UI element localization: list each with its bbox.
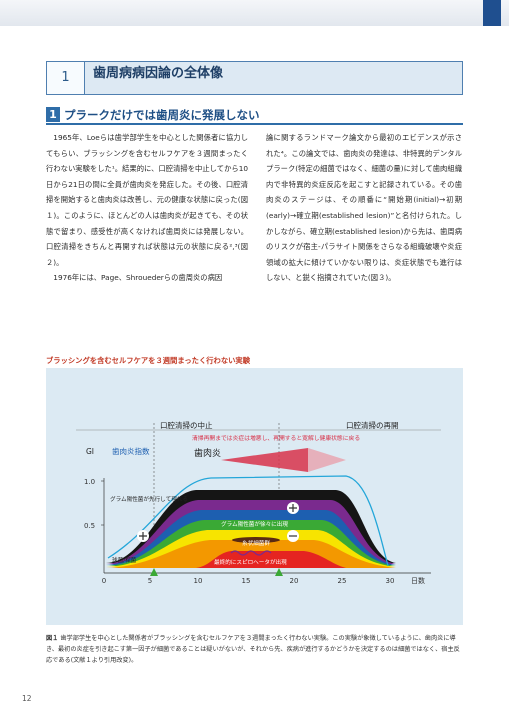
paragraph: 1965年、Loeらは歯学部学生を中心とした関係者に協力してもらい、ブラッシング… bbox=[46, 133, 248, 267]
chapter-number: 1 bbox=[47, 62, 85, 94]
cocci-label: 球菌/桿菌 bbox=[112, 556, 137, 564]
y-tick-1: 1.0 bbox=[84, 478, 95, 486]
filament-label: 糸状細菌群 bbox=[242, 539, 270, 547]
section-heading: 1 プラークだけでは歯周炎に発展しない bbox=[46, 107, 463, 125]
bacteria-bands bbox=[106, 490, 396, 568]
stop-triangle-icon bbox=[150, 568, 158, 576]
figure-heading: ブラッシングを含むセルフケアを３週間まったく行わない実験 bbox=[46, 356, 251, 365]
y-tick-05: 0.5 bbox=[84, 522, 95, 530]
gi-label: GI bbox=[86, 447, 94, 456]
caption-text: 歯学部学生を中心とした関係者がブラッシングを含むセルフケアを３週間まったく行わな… bbox=[46, 635, 460, 665]
note-label: 清掃再開までは炎症は増悪し、再開すると寛解し健康状態に戻る bbox=[192, 434, 360, 442]
band-red bbox=[196, 551, 346, 568]
x-unit-label: 日数 bbox=[411, 576, 425, 585]
gram-pos-label: グラム陽性菌が先行して現れる bbox=[110, 495, 188, 503]
chapter-heading: 1 歯周病病因論の全体像 bbox=[46, 61, 463, 95]
gram-neg-label: グラム陽性菌が徐々に出現 bbox=[221, 520, 288, 528]
x-tick-5: 5 bbox=[148, 577, 152, 585]
stop-label: 口腔清掃の中止 bbox=[160, 420, 213, 430]
figure-1: 0 5 10 15 20 25 30 日数 口腔清掃の中止 口腔清掃の再開 清掃… bbox=[46, 368, 463, 625]
filament-shape bbox=[232, 537, 280, 543]
minus-icon bbox=[287, 530, 299, 542]
resume-label: 口腔清掃の再開 bbox=[346, 420, 399, 430]
plus-icon bbox=[287, 502, 299, 514]
section-title: プラークだけでは歯周炎に発展しない bbox=[64, 108, 260, 122]
gingivitis-label: 歯肉炎 bbox=[194, 447, 221, 459]
paragraph: 論に関するランドマーク論文から最初のエビデンスが示された⁴。この論文では、歯肉炎… bbox=[266, 133, 462, 283]
plus-icon bbox=[137, 530, 149, 542]
x-tick-25: 25 bbox=[338, 577, 347, 585]
x-tick-0: 0 bbox=[102, 577, 106, 585]
chapter-title: 歯周病病因論の全体像 bbox=[93, 66, 224, 81]
x-tick-20: 20 bbox=[290, 577, 299, 585]
figure-caption: 図１ 歯学部学生を中心とした関係者がブラッシングを含むセルフケアを３週間まったく… bbox=[46, 633, 463, 667]
paragraph: 1976年には、Page、Shrouederらの歯周炎の病因 bbox=[53, 273, 223, 283]
gi-curve bbox=[107, 475, 389, 567]
spirochete-label: 最終的にスピロヘータが出現 bbox=[214, 558, 287, 566]
page-number: 12 bbox=[22, 694, 32, 703]
section-number: 1 bbox=[46, 107, 60, 122]
body-column-left: 1965年、Loeらは歯学部学生を中心とした関係者に協力してもらい、ブラッシング… bbox=[46, 130, 248, 286]
resume-triangle-icon bbox=[275, 568, 283, 576]
chapter-tab bbox=[483, 0, 501, 26]
header-bar bbox=[0, 0, 509, 26]
spirochete-wave bbox=[230, 550, 272, 556]
caption-label: 図１ bbox=[46, 635, 59, 642]
x-tick-30: 30 bbox=[386, 577, 395, 585]
gingivitis-chart: 0 5 10 15 20 25 30 日数 口腔清掃の中止 口腔清掃の再開 清掃… bbox=[76, 420, 441, 585]
x-tick-labels: 0 5 10 15 20 25 30 日数 bbox=[102, 576, 425, 585]
gingival-index-label: 歯肉炎指数 bbox=[112, 446, 150, 456]
body-column-right: 論に関するランドマーク論文から最初のエビデンスが示された⁴。この論文では、歯肉炎… bbox=[266, 130, 462, 286]
x-tick-10: 10 bbox=[194, 577, 203, 585]
gingivitis-wedge-tail bbox=[308, 448, 346, 472]
x-tick-15: 15 bbox=[242, 577, 251, 585]
figure-labels: 口腔清掃の中止 口腔清掃の再開 清掃再開までは炎症は増悪し、再開すると寛解し健康… bbox=[84, 420, 399, 566]
gingivitis-wedge bbox=[221, 448, 308, 472]
